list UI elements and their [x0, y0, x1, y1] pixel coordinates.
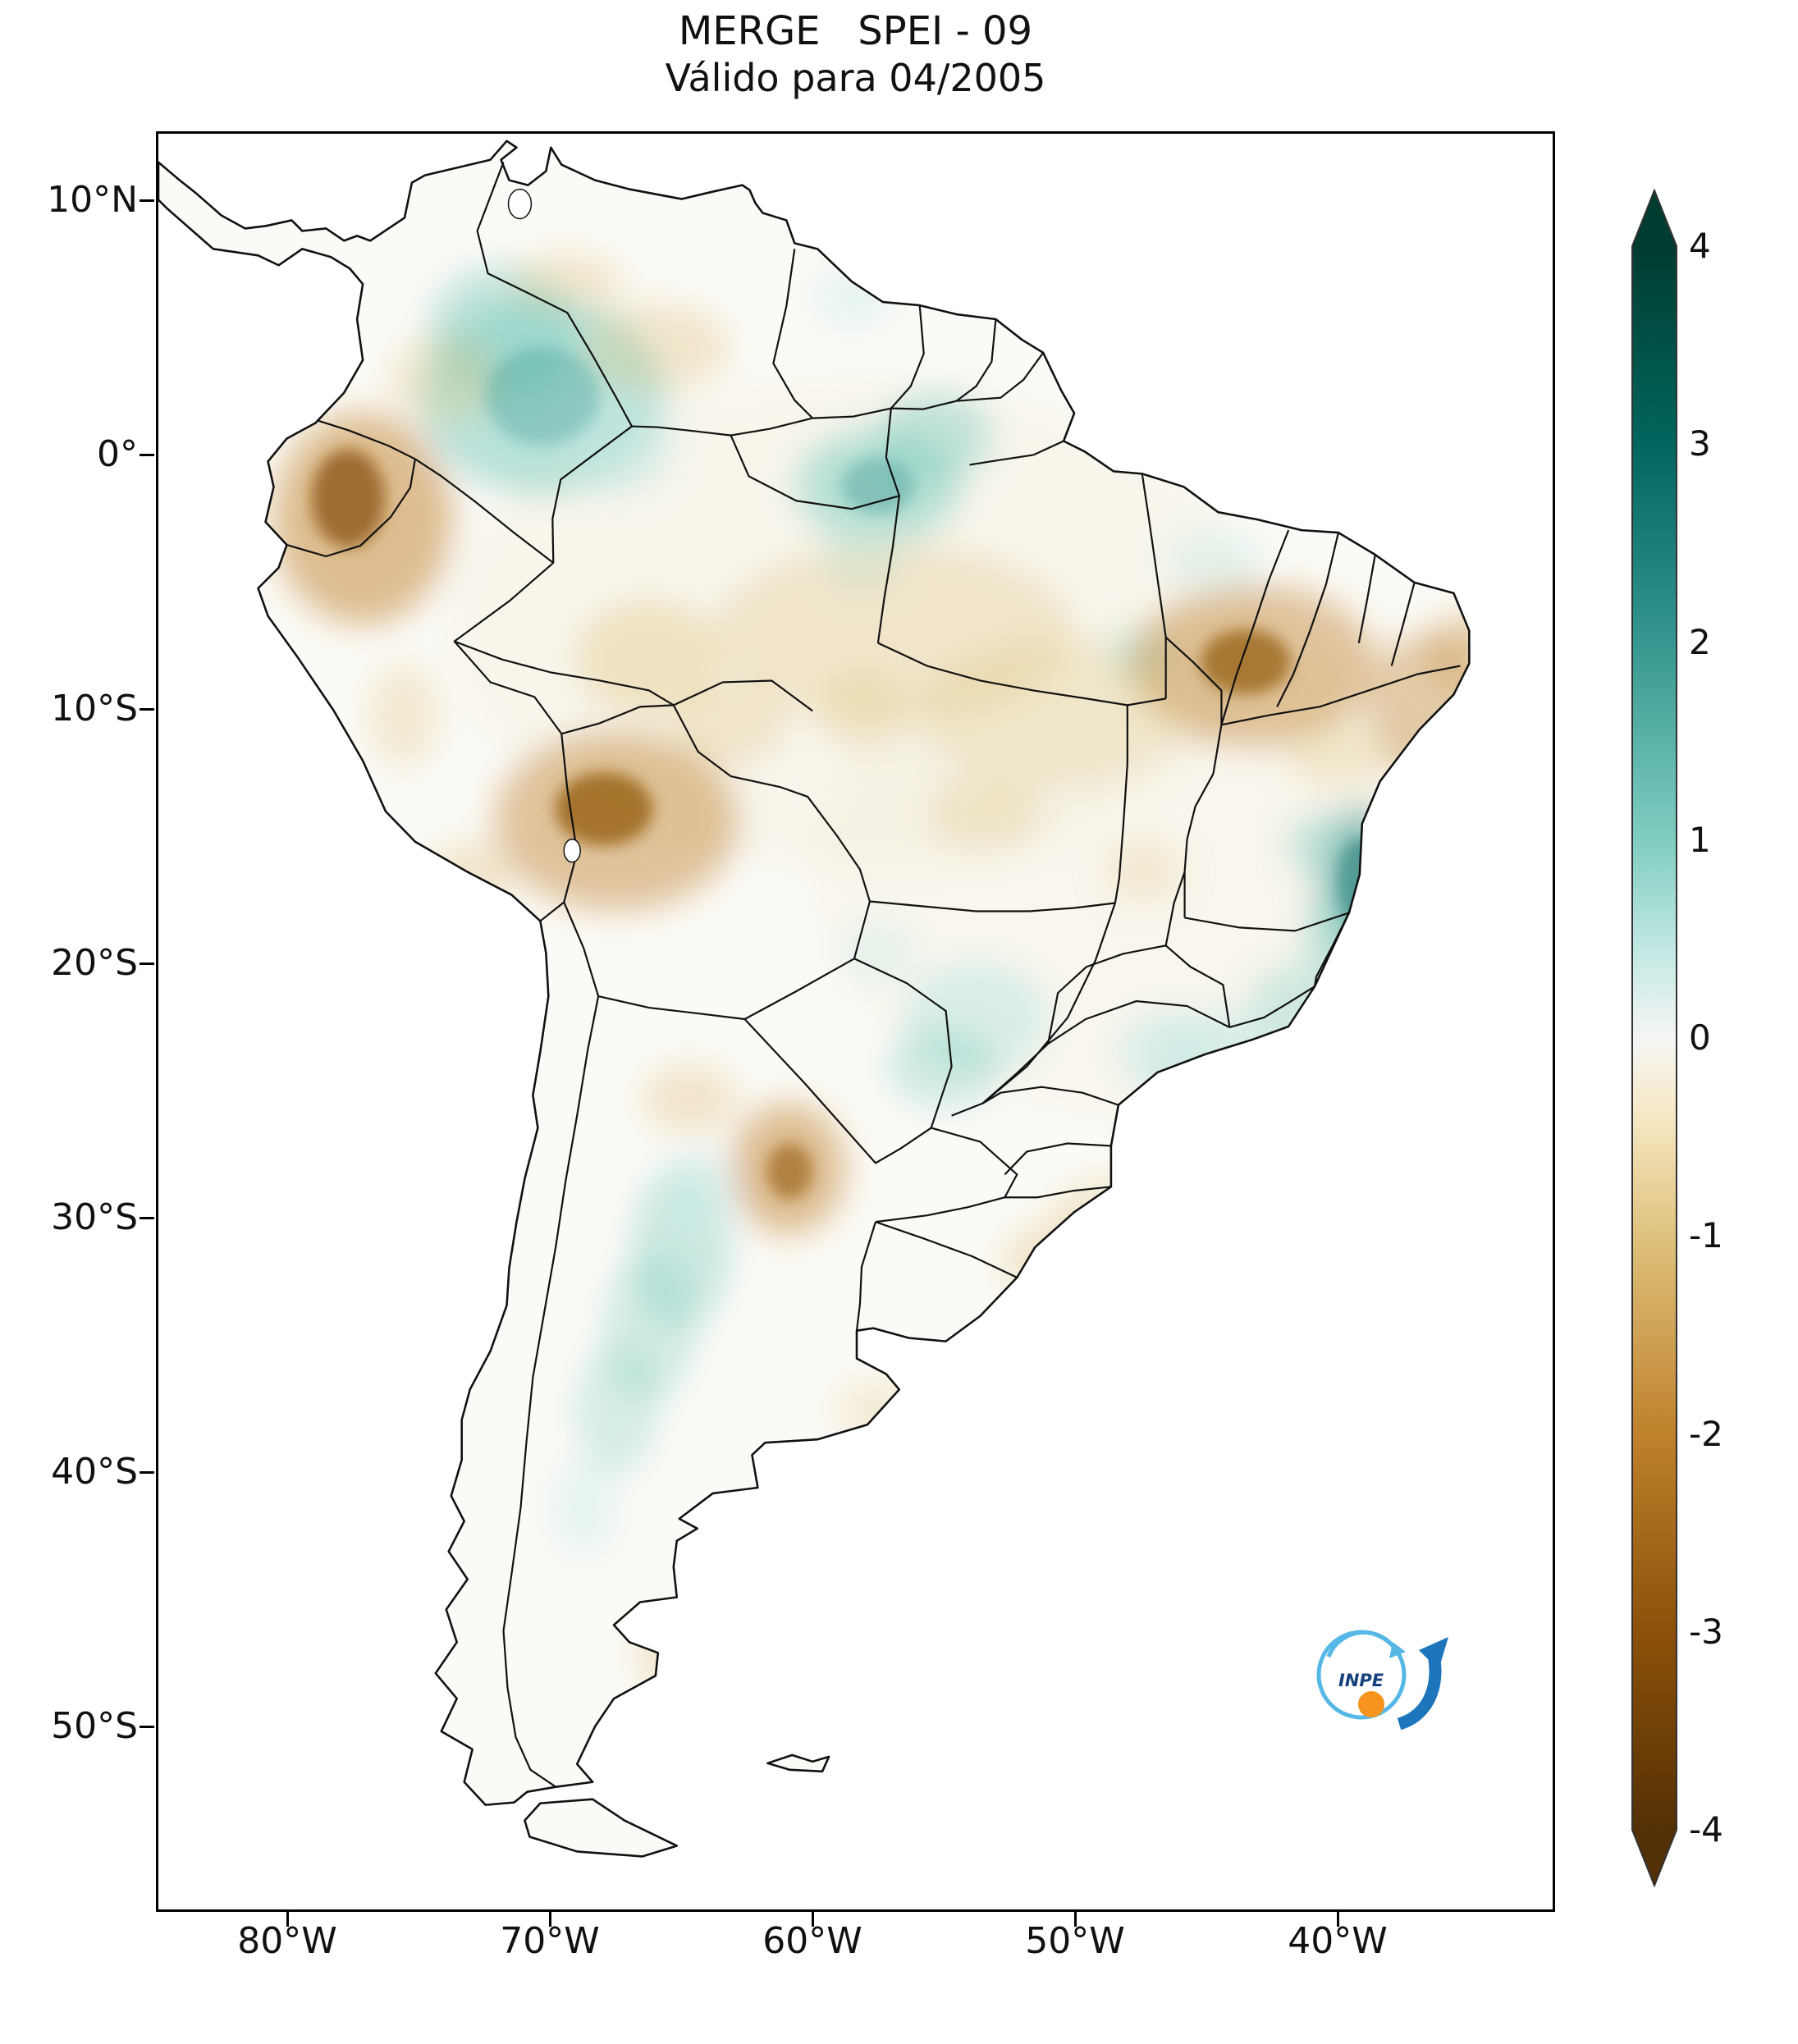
y-tick-label: 10°N [47, 179, 138, 221]
colorbar-extend-min-arrow [1632, 1830, 1677, 1886]
x-tick-mark [286, 1912, 289, 1927]
x-tick-label: 70°W [500, 1920, 600, 1962]
south-america-map [158, 139, 1471, 1858]
logo-orange-dot-icon [1358, 1691, 1384, 1717]
colorbar-tick-label: -3 [1689, 1612, 1723, 1652]
x-tick-label: 60°W [762, 1920, 862, 1962]
colorbar-tick-label: -2 [1689, 1414, 1723, 1454]
y-tick-label: 40°S [51, 1451, 138, 1493]
map-panel: INPE [156, 131, 1555, 1912]
logo-swirl-icon [1326, 1630, 1398, 1658]
logo-text: INPE [1338, 1671, 1384, 1690]
lake-titicaca [563, 839, 581, 863]
x-tick-mark [1337, 1912, 1339, 1927]
colorbar-tick-label: 0 [1689, 1017, 1711, 1058]
y-tick-label: 30°S [51, 1196, 138, 1238]
y-tick-mark [140, 1726, 154, 1728]
colorbar-tick-label: -1 [1689, 1215, 1723, 1255]
y-tick-label: 0° [97, 433, 138, 475]
chart-subtitle: Válido para 04/2005 [665, 56, 1046, 100]
chart-title: MERGE SPEI - 09 [678, 8, 1033, 54]
colorbar-tick-label: 1 [1689, 820, 1711, 860]
y-tick-mark [140, 963, 154, 965]
colorbar-gradient [1632, 246, 1677, 1830]
colorbar-outline [1631, 189, 1677, 1887]
y-tick-mark [140, 708, 154, 711]
y-tick-label: 20°S [51, 942, 138, 984]
logo-swirl-arrowhead-icon [1389, 1642, 1406, 1658]
x-tick-mark [1074, 1912, 1077, 1927]
colorbar-tick-label: 2 [1689, 622, 1711, 662]
inpe-logo: INPE [1316, 1630, 1448, 1731]
lakes [507, 188, 581, 863]
colorbar-extend-max-arrow [1632, 190, 1677, 246]
y-tick-mark [140, 454, 154, 456]
y-tick-label: 50°S [51, 1705, 138, 1747]
y-tick-label: 10°S [51, 688, 138, 729]
political-borders [286, 162, 1461, 1788]
y-tick-mark [140, 1217, 154, 1219]
x-tick-mark [812, 1912, 814, 1927]
coastline [158, 139, 1471, 1858]
logo-arrowhead-icon [1419, 1637, 1448, 1670]
colorbar-tick-label: -4 [1689, 1809, 1723, 1850]
colorbar-tick-label: 4 [1689, 226, 1711, 266]
lake-maracaibo [507, 188, 533, 220]
colorbar-tick-label: 3 [1689, 423, 1711, 464]
colorbar [1631, 189, 1677, 1887]
x-tick-label: 40°W [1288, 1920, 1388, 1962]
y-tick-mark [140, 199, 154, 202]
x-tick-label: 80°W [237, 1920, 337, 1962]
x-tick-mark [549, 1912, 551, 1927]
y-tick-mark [140, 1471, 154, 1474]
x-tick-label: 50°W [1025, 1920, 1125, 1962]
